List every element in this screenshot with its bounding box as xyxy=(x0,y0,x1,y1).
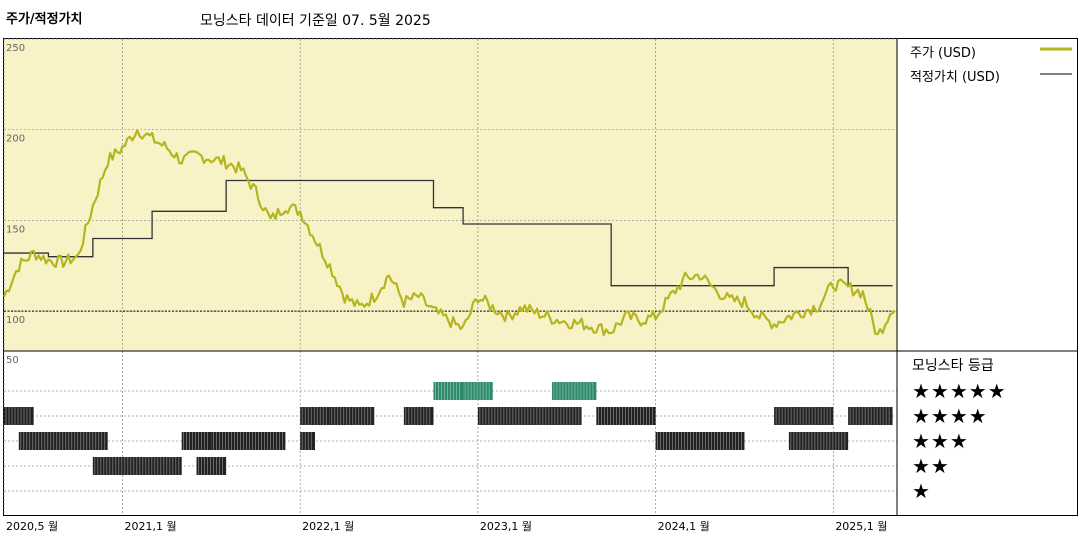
x-tick-label-4: 2024,1 월 xyxy=(657,520,710,533)
rating-bar-2star-0 xyxy=(92,457,182,475)
y-tick-label-3: 250 xyxy=(6,43,25,54)
rating-bar-4star-2 xyxy=(329,407,375,425)
y-tick-label-2: 200 xyxy=(6,134,25,145)
stars-2: ★★ xyxy=(912,454,950,478)
legend-fair: 적정가치 (USD) xyxy=(910,66,1000,85)
rating-bar-3star-4 xyxy=(655,432,745,450)
rating-bar-5star-1 xyxy=(463,382,493,400)
rating-area xyxy=(4,351,897,515)
legend-price-label: 주가 (USD) xyxy=(910,46,976,61)
chart-title: 주가/적정가치 xyxy=(6,12,83,27)
rating-bar-4star-1 xyxy=(300,407,330,425)
data-date-subtitle: 모닝스타 데이터 기준일 07. 5월 2025 xyxy=(200,13,431,29)
rating-bar-2star-1 xyxy=(196,457,227,475)
rating-bar-3star-1 xyxy=(181,432,212,450)
x-tick-label-1: 2021,1 월 xyxy=(124,520,177,533)
rating-title: 모닝스타 등급 xyxy=(912,358,994,374)
rating-bar-4star-4 xyxy=(477,407,582,425)
plot-area xyxy=(4,39,897,351)
stars-3: ★★★ xyxy=(912,429,969,453)
rating-bar-4star-5 xyxy=(596,407,656,425)
rating-bar-4star-3 xyxy=(403,407,434,425)
x-tick-label-3: 2023,1 월 xyxy=(479,520,532,533)
rating-bar-5star-0 xyxy=(433,382,464,400)
rating-bar-5star-2 xyxy=(551,382,597,400)
rating-bar-3star-2 xyxy=(211,432,286,450)
rating-bar-4star-6 xyxy=(774,407,834,425)
rating-bar-4star-7 xyxy=(848,407,893,425)
rating-bar-3star-3 xyxy=(300,432,315,450)
rating-bar-3star-0 xyxy=(18,432,108,450)
stars-5: ★★★★★ xyxy=(912,379,1007,403)
legend-price: 주가 (USD) xyxy=(910,42,976,61)
x-tick-label-2: 2022,1 월 xyxy=(302,520,355,533)
rating-bar-4star-0 xyxy=(4,407,34,425)
y-tick-label-0: 100 xyxy=(6,315,25,326)
stars-1: ★ xyxy=(912,479,931,503)
stars-4: ★★★★ xyxy=(912,404,988,428)
y-tick-label-1: 150 xyxy=(6,224,25,235)
price-line xyxy=(2,129,896,337)
x-tick-label-5: 2025,1 월 xyxy=(835,520,888,533)
fair-value-line xyxy=(4,179,893,287)
chart-frame xyxy=(3,38,1078,516)
x-tick-label-0: 2020,5 월 xyxy=(6,520,59,533)
legend-fair-label: 적정가치 (USD) xyxy=(910,70,1000,85)
rating-bar-3star-5 xyxy=(788,432,849,450)
rating-axis-label: 50 xyxy=(6,355,19,366)
